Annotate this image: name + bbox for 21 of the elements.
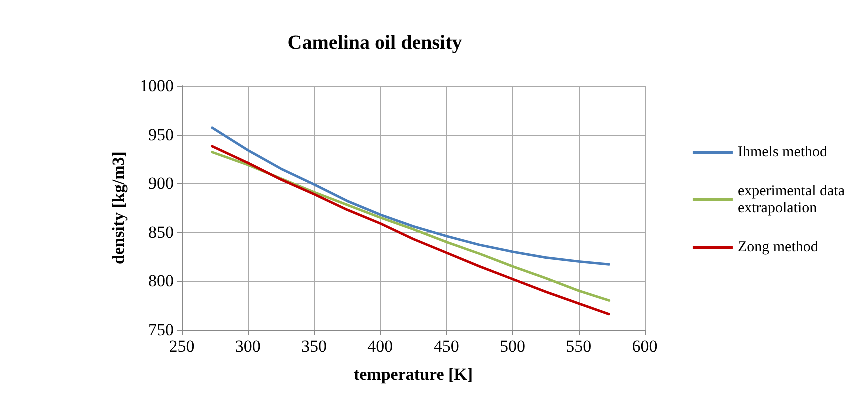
legend-label: Zong method <box>738 240 819 256</box>
x-tick-label: 350 <box>302 337 328 356</box>
y-tick-label: 1000 <box>140 76 174 96</box>
legend-label: experimental data extrapolation <box>738 184 846 216</box>
x-tick-label: 450 <box>434 337 460 356</box>
x-tick-label: 550 <box>566 337 592 356</box>
y-tick-label: 800 <box>148 272 174 291</box>
x-tick-label: 500 <box>500 337 526 356</box>
line-series <box>211 126 611 266</box>
y-tick-label: 850 <box>148 222 174 242</box>
y-tick-label: 750 <box>148 320 174 340</box>
x-tick-label: 300 <box>235 337 261 356</box>
y-axis-title: density [kg/m3] <box>109 152 128 264</box>
y-tick-label: 950 <box>148 125 174 144</box>
chart-title: Camelina oil density <box>288 32 462 54</box>
x-tick-label: 600 <box>632 337 658 356</box>
x-tick-label: 250 <box>169 337 195 356</box>
y-tick-label: 900 <box>148 174 174 194</box>
legend-label: Ihmels method <box>738 144 828 160</box>
x-tick-label: 400 <box>368 337 394 356</box>
x-axis-title: temperature [K] <box>354 365 474 384</box>
